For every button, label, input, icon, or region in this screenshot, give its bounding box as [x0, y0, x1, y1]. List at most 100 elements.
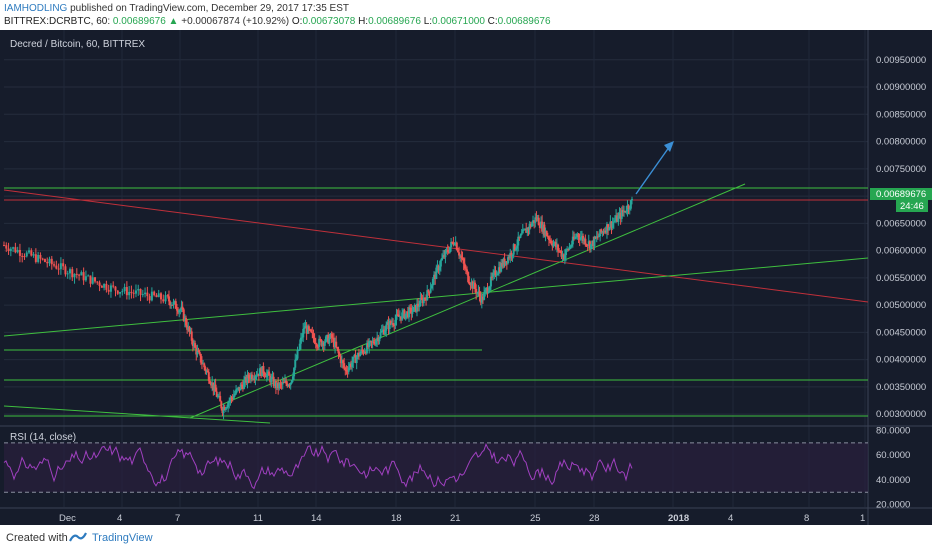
candle-body	[278, 383, 281, 389]
change-value: +0.00067874 (+10.92%)	[181, 16, 290, 27]
candle-body	[441, 258, 444, 261]
candle-body	[535, 217, 538, 220]
candle-body	[314, 343, 317, 345]
candle-body	[212, 382, 215, 391]
candle-body	[277, 382, 280, 389]
candle-body	[546, 236, 549, 238]
candle-body	[21, 255, 24, 257]
candle-body	[576, 233, 579, 237]
candle-body	[248, 378, 251, 380]
rsi-tick-label: 80.0000	[876, 425, 910, 436]
candle-body	[410, 307, 413, 314]
candle-body	[447, 251, 450, 253]
candle-body	[456, 249, 459, 253]
candle-body	[239, 384, 242, 391]
candle-body	[241, 385, 244, 389]
candle-body	[30, 250, 33, 256]
candle-body	[119, 292, 122, 294]
candle-body	[223, 406, 226, 410]
candle-body	[258, 368, 261, 376]
close-value: 0.00689676	[497, 16, 551, 27]
candle-body	[215, 391, 218, 397]
candle-body	[474, 282, 476, 289]
candle-body	[210, 383, 213, 386]
candle-body	[28, 250, 31, 253]
candle-body	[256, 373, 259, 376]
candle-body	[388, 320, 391, 329]
candle-body	[280, 383, 283, 385]
candle-body	[109, 285, 112, 292]
candle-body	[220, 401, 223, 409]
candle-body	[616, 215, 619, 222]
candle-body	[240, 384, 243, 386]
candle-body	[559, 250, 562, 252]
descending-trendline	[3, 189, 869, 303]
candle-body	[295, 358, 298, 360]
chart-area[interactable]: 0.00950000 0.00900000 0.00850000 0.00800000…	[0, 30, 932, 525]
candle-body	[271, 376, 274, 378]
candle-body	[355, 357, 358, 363]
author-link[interactable]: IAMHODLING	[4, 3, 68, 14]
candle-body	[320, 339, 323, 346]
candle-body	[493, 270, 496, 273]
candle-body	[373, 343, 376, 345]
candle-body	[362, 350, 365, 354]
candle-body	[348, 363, 351, 368]
footer: Created with TradingView	[0, 525, 932, 550]
candle-body	[550, 240, 553, 244]
candle-body	[18, 249, 21, 256]
chart-canvas[interactable]: 0.00950000 0.00900000 0.00850000 0.00800000…	[0, 30, 932, 525]
candle-body	[349, 363, 352, 367]
candle-body	[227, 402, 230, 407]
rsi-title: RSI (14, close)	[10, 432, 76, 443]
candle-body	[601, 231, 604, 233]
candle-body	[578, 237, 581, 240]
candle-body	[328, 337, 331, 344]
candle-body	[448, 247, 451, 253]
candle-body	[112, 285, 115, 287]
price-tick-label: 0.00650000	[876, 218, 926, 229]
candle-body	[542, 224, 545, 232]
candle-body	[625, 211, 628, 213]
candle-body	[105, 283, 108, 290]
candle-body	[470, 281, 473, 286]
candle-body	[190, 331, 193, 341]
candle-body	[496, 273, 499, 275]
candle-body	[12, 247, 15, 249]
candle-body	[327, 334, 330, 344]
candle-body	[107, 289, 110, 292]
candle-body	[335, 341, 338, 347]
candle-body	[78, 274, 81, 276]
candle-body	[116, 290, 119, 294]
candle-body	[539, 221, 542, 228]
candle-body	[59, 263, 62, 270]
candle-body	[409, 307, 412, 309]
candle-body	[452, 242, 455, 245]
candle-body	[509, 252, 512, 259]
candle-body	[453, 244, 456, 246]
candle-body	[613, 220, 616, 222]
candle-body	[304, 326, 307, 328]
candle-body	[229, 397, 232, 401]
candle-body	[451, 241, 454, 243]
candle-body	[484, 289, 487, 293]
candle-body	[610, 221, 613, 228]
time-tick-label: 14	[311, 513, 322, 524]
candle-body	[173, 301, 176, 303]
candle-body	[475, 288, 478, 294]
candle-body	[91, 277, 94, 284]
candle-body	[506, 257, 509, 264]
candle-body	[427, 290, 430, 292]
candle-body	[170, 304, 173, 306]
projection-arrowhead-icon	[664, 141, 674, 152]
candle-body	[345, 369, 348, 372]
candle-body	[411, 311, 414, 314]
candle-body	[541, 221, 544, 232]
candle-body	[205, 370, 208, 372]
candle-body	[504, 261, 507, 265]
price-tick-label: 0.00950000	[876, 55, 926, 66]
candle-body	[75, 273, 78, 275]
tradingview-brand[interactable]: TradingView	[92, 532, 153, 544]
candle-body	[528, 224, 531, 230]
candle-body	[486, 288, 489, 294]
